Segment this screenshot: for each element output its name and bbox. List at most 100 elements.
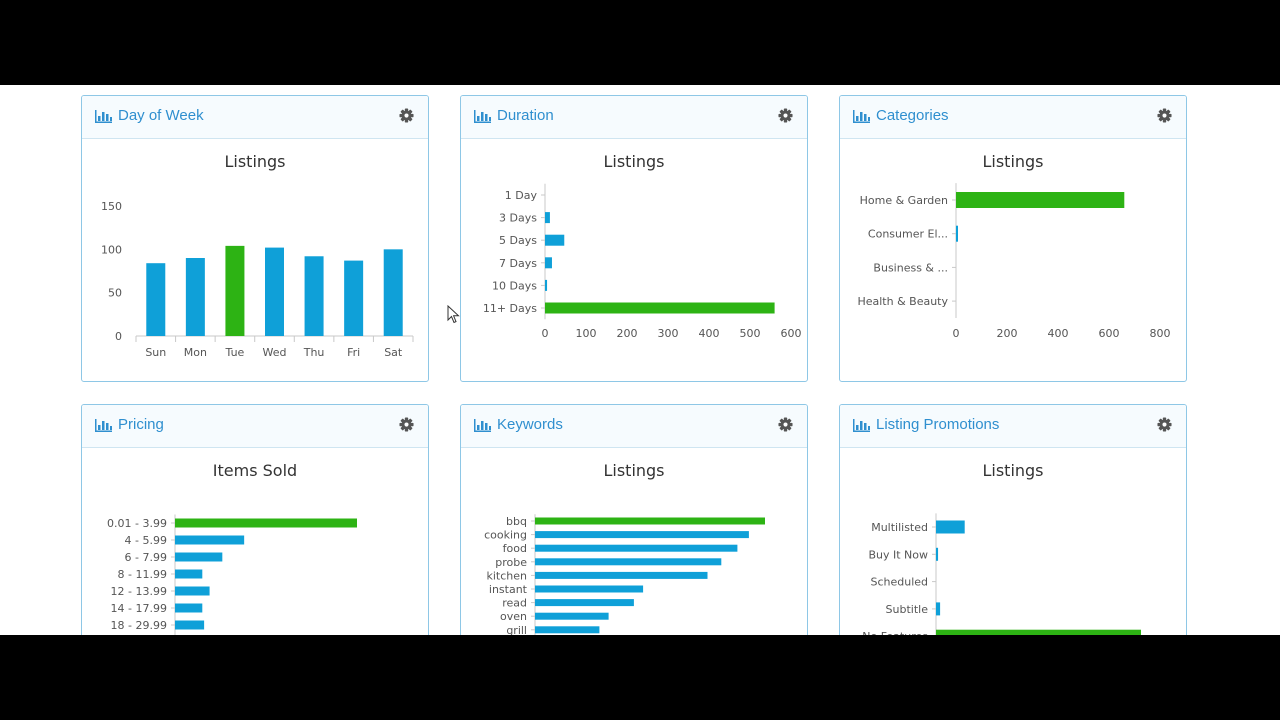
x-tick-label: 600	[781, 327, 802, 340]
gear-icon[interactable]	[778, 108, 793, 123]
chart-categories: Listings Home & Garden Consumer El... Busin…	[857, 152, 1171, 340]
panel-header: Listing Promotions	[840, 405, 1186, 448]
bar	[175, 535, 245, 545]
bar	[936, 602, 941, 616]
y-tick-label: 12 - 13.99	[111, 585, 167, 598]
x-tick-label: 400	[1048, 327, 1069, 340]
y-tick-label: 0.01 - 3.99	[107, 517, 167, 530]
bar	[535, 626, 600, 634]
bar	[535, 558, 722, 566]
y-tick-label: food	[503, 542, 527, 555]
bar-chart-icon	[474, 110, 491, 123]
bar	[936, 520, 965, 534]
y-tick-label: grill	[506, 624, 527, 635]
y-tick-label: 3 Days	[499, 212, 537, 225]
y-tick-label: 7 Days	[499, 257, 537, 270]
chart-pricing: Items Sold 0.01 - 3.99 4 - 5.99 6 - 7.99 8 -…	[107, 461, 357, 635]
y-tick-label: probe	[495, 556, 527, 569]
x-tick-label: Sat	[384, 346, 403, 359]
bar	[956, 225, 958, 242]
bar	[535, 517, 765, 525]
chart-body: bbqcookingfoodprobekitcheninstantreadove…	[484, 514, 765, 635]
bar	[185, 258, 205, 336]
y-tick-label: Home & Garden	[860, 194, 948, 207]
y-tick-label: Health & Beauty	[857, 295, 948, 308]
bar-chart-icon	[853, 419, 870, 432]
bar	[535, 585, 644, 593]
panel-title: Duration	[497, 107, 554, 124]
x-tick-label: 0	[953, 327, 960, 340]
mouse-cursor-icon	[447, 305, 460, 324]
bar-chart-icon	[853, 110, 870, 123]
gear-icon[interactable]	[778, 417, 793, 432]
y-tick-label: No Features	[862, 630, 928, 635]
bar	[535, 571, 708, 579]
y-tick-label: Consumer El...	[868, 228, 948, 241]
bar	[535, 531, 749, 539]
bar	[225, 245, 245, 336]
x-tick-label: 0	[542, 327, 549, 340]
y-tick-label: Business & ...	[873, 261, 948, 274]
x-tick-label: Mon	[184, 346, 207, 359]
y-tick-label: instant	[489, 583, 528, 596]
bar	[545, 302, 775, 314]
y-tick-label: 5 Days	[499, 234, 537, 247]
chart-title: Listings	[603, 152, 664, 171]
chart-body: 1 Day 3 Days 5 Days 7 Days 10 Days 11+ Days 0 1…	[483, 183, 802, 340]
y-tick-label: read	[502, 597, 527, 610]
y-tick-label: 10 Days	[492, 279, 537, 292]
x-tick-label: 400	[699, 327, 720, 340]
panel-title: Pricing	[118, 416, 164, 433]
gear-icon[interactable]	[399, 108, 414, 123]
panel-duration: Duration Listings 1 Day 3 Days 5 Days 7 Days…	[460, 95, 808, 382]
chart-title: Listings	[603, 461, 664, 480]
x-tick-label: Tue	[225, 346, 245, 359]
bar	[175, 518, 357, 528]
x-tick-label: Fri	[347, 346, 360, 359]
panel-header: Day of Week	[82, 96, 428, 139]
y-tick-label: cooking	[484, 529, 527, 542]
x-tick-label: 200	[617, 327, 638, 340]
chart-title: Items Sold	[213, 461, 297, 480]
chart-keywords: Listings bbqcookingfoodprobekitcheninstan…	[484, 461, 765, 635]
bar	[146, 263, 166, 336]
gear-icon[interactable]	[399, 417, 414, 432]
y-tick-label: Buy It Now	[868, 548, 928, 561]
gear-icon[interactable]	[1157, 108, 1172, 123]
x-tick-label: 100	[576, 327, 597, 340]
bar-chart-icon	[95, 110, 112, 123]
y-tick-label: 6 - 7.99	[125, 551, 167, 564]
bar	[344, 260, 364, 336]
x-tick-label: 800	[1150, 327, 1171, 340]
y-tick-label: 0	[115, 330, 122, 343]
chart-body: Multilisted Buy It Now Scheduled Subtitle No…	[862, 513, 1141, 635]
bar-chart-icon	[474, 419, 491, 432]
y-tick-label: 4 - 5.99	[125, 534, 167, 547]
panel-header: Pricing	[82, 405, 428, 448]
bar	[535, 612, 609, 620]
bar	[175, 620, 205, 630]
panel-pricing: Pricing Items Sold 0.01 - 3.99 4 - 5.99 6 -…	[81, 404, 429, 635]
chart-body: Home & Garden Consumer El... Business & ..…	[857, 183, 1171, 340]
y-tick-label: 8 - 11.99	[118, 568, 167, 581]
chart-day-of-week: Listings 0 50 100 150 Sun Mon Tue Wed Thu Fri Sat	[101, 152, 414, 359]
gear-icon[interactable]	[1157, 417, 1172, 432]
chart-title: Listings	[982, 461, 1043, 480]
bar	[265, 247, 284, 336]
y-tick-label: 50	[108, 287, 122, 300]
chart-title: Listings	[224, 152, 285, 171]
panel-listing-promotions: Listing Promotions Listings Multilisted Bu…	[839, 404, 1187, 635]
y-tick-label: 11+ Days	[483, 302, 537, 315]
x-tick-label: 200	[997, 327, 1018, 340]
panel-keywords: Keywords Listings bbq cooking food probe kitc…	[460, 404, 808, 635]
y-tick-label: 1 Day	[505, 189, 538, 202]
bar	[545, 212, 550, 224]
bar	[936, 629, 1141, 635]
bar	[956, 192, 1125, 208]
chart-title: Listings	[982, 152, 1043, 171]
panel-header: Categories	[840, 96, 1186, 139]
bar	[304, 256, 324, 336]
panel-day-of-week: Day of Week Listings 0 50 100 150 Sun Mon Tue We…	[81, 95, 429, 382]
y-tick-label: 14 - 17.99	[111, 602, 167, 615]
y-tick-label: 18 - 29.99	[111, 619, 167, 632]
